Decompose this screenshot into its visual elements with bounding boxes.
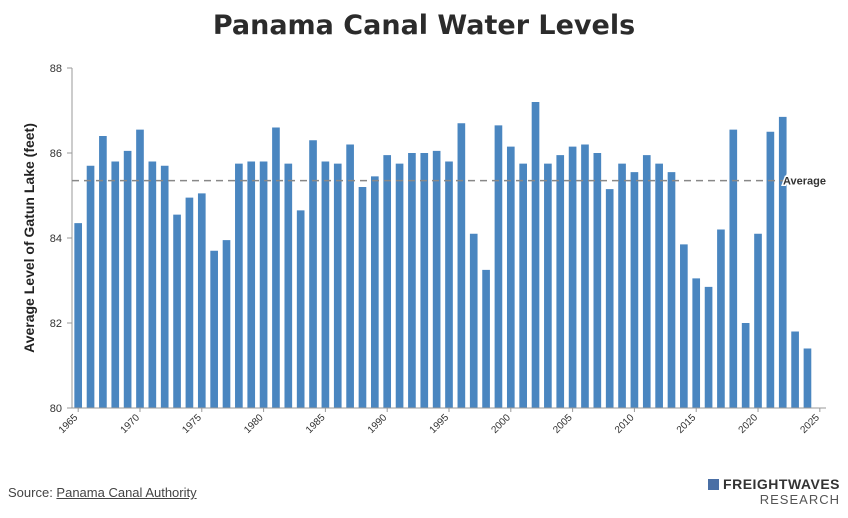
bar-1979 xyxy=(247,161,256,408)
bar-1992 xyxy=(408,153,416,408)
bar-2004 xyxy=(556,155,565,408)
bar-1969 xyxy=(123,150,132,408)
bar-1966 xyxy=(86,165,95,408)
brand-mark-icon xyxy=(708,479,720,490)
bar-1990 xyxy=(383,155,392,408)
x-tick-label-1990: 1990 xyxy=(366,412,390,436)
bar-2001 xyxy=(519,163,527,409)
bar-2006 xyxy=(581,144,589,408)
bar-2013 xyxy=(667,172,676,408)
y-tick-label-86: 86 xyxy=(50,148,62,160)
x-tick-label-1980: 1980 xyxy=(242,412,266,436)
source-prefix: Source: xyxy=(8,485,57,500)
bar-1965 xyxy=(74,223,83,408)
bar-2022 xyxy=(778,116,787,408)
x-tick-label-2000: 2000 xyxy=(489,412,513,436)
bar-1971 xyxy=(148,161,157,408)
bar-1995 xyxy=(445,161,453,408)
y-tick-label-88: 88 xyxy=(50,63,62,75)
bar-1967 xyxy=(99,136,107,408)
bar-1984 xyxy=(309,140,317,408)
bar-2018 xyxy=(729,129,738,408)
brand-name: FREIGHTWAVES xyxy=(690,476,840,492)
bar-2002 xyxy=(531,102,540,408)
bar-1973 xyxy=(173,214,181,408)
bar-1998 xyxy=(482,269,490,409)
bar-2011 xyxy=(642,155,651,408)
bar-1980 xyxy=(259,161,268,408)
bar-1983 xyxy=(296,210,305,408)
bar-2021 xyxy=(766,131,775,408)
x-tick-label-1965: 1965 xyxy=(57,412,81,436)
brand-logo: FREIGHTWAVES RESEARCH xyxy=(690,476,840,507)
y-axis-title: Average Level of Gatun Lake (feet) xyxy=(21,123,37,353)
bar-1993 xyxy=(420,153,429,408)
x-tick-label-2015: 2015 xyxy=(675,412,699,436)
bar-2012 xyxy=(655,163,663,409)
bars-layer xyxy=(74,102,812,409)
bar-2019 xyxy=(741,323,750,408)
bar-1977 xyxy=(222,240,231,408)
bar-2023 xyxy=(791,331,799,408)
bar-1997 xyxy=(469,233,478,408)
bar-2017 xyxy=(717,229,725,408)
x-tick-label-2020: 2020 xyxy=(737,412,761,436)
bar-2020 xyxy=(754,233,762,408)
bar-1982 xyxy=(284,163,293,409)
bar-1989 xyxy=(371,176,379,408)
bar-2000 xyxy=(506,146,515,408)
y-tick-label-80: 80 xyxy=(50,403,62,415)
bar-1988 xyxy=(358,187,367,408)
bar-2016 xyxy=(704,286,713,408)
bar-1999 xyxy=(494,125,503,409)
bar-1991 xyxy=(395,163,404,409)
x-tick-label-1985: 1985 xyxy=(304,412,328,436)
bar-1994 xyxy=(432,150,441,408)
source-link[interactable]: Panama Canal Authority xyxy=(56,485,197,500)
bar-2024 xyxy=(803,348,812,408)
bar-1978 xyxy=(235,163,243,409)
bar-1987 xyxy=(346,144,354,408)
source-note: Source: Panama Canal Authority xyxy=(8,485,197,500)
bar-1968 xyxy=(111,161,120,408)
bar-1970 xyxy=(136,129,144,408)
bar-1972 xyxy=(160,165,169,408)
y-tick-label-84: 84 xyxy=(50,233,62,245)
bar-2007 xyxy=(593,153,602,408)
bar-1974 xyxy=(185,197,194,408)
average-label: Average xyxy=(783,176,826,188)
brand-name-text: FREIGHTWAVES xyxy=(723,476,840,492)
bar-1996 xyxy=(457,123,466,408)
bar-1976 xyxy=(210,250,218,408)
axes-layer xyxy=(67,67,826,412)
x-tick-label-1970: 1970 xyxy=(119,412,143,436)
bar-2003 xyxy=(544,163,552,409)
x-tick-label-2025: 2025 xyxy=(798,412,822,436)
bar-2008 xyxy=(605,189,614,408)
bar-2015 xyxy=(692,278,701,408)
chart-title: Panama Canal Water Levels xyxy=(212,10,636,41)
bar-2014 xyxy=(680,244,688,408)
bar-1981 xyxy=(272,127,280,408)
bar-2009 xyxy=(618,163,626,409)
bar-1985 xyxy=(321,161,330,408)
bar-1986 xyxy=(333,163,342,409)
y-tick-label-82: 82 xyxy=(50,318,62,330)
x-tick-label-2005: 2005 xyxy=(551,412,575,436)
bar-2010 xyxy=(630,172,639,408)
brand-sub: RESEARCH xyxy=(759,492,840,507)
x-tick-label-1975: 1975 xyxy=(180,412,204,436)
bar-2005 xyxy=(568,146,577,408)
bar-1975 xyxy=(197,193,206,408)
x-tick-label-2010: 2010 xyxy=(613,412,637,436)
x-tick-label-1995: 1995 xyxy=(428,412,452,436)
